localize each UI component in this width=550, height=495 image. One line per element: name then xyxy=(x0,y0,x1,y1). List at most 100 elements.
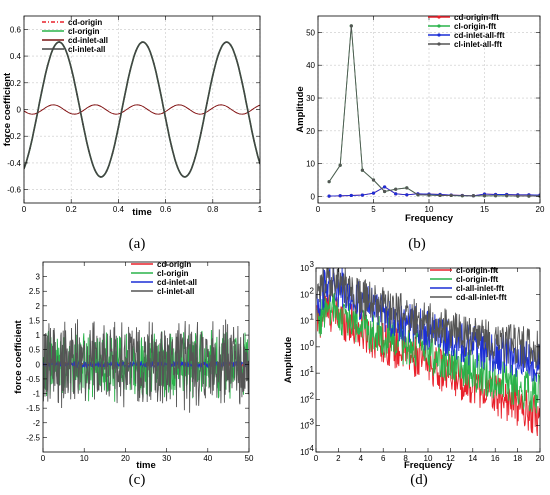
y-tick-label: 50 xyxy=(306,28,315,37)
data-point xyxy=(394,187,398,191)
y-axis-label: Amplitude xyxy=(295,86,306,132)
y-tick-label: 10 xyxy=(306,160,315,169)
data-point xyxy=(349,193,353,198)
x-tick-label: 15 xyxy=(480,205,489,214)
y-tick-exponent: 1 xyxy=(310,313,315,322)
y-tick-label: 0 xyxy=(17,106,22,115)
legend-label: cd-all-inlet-fft xyxy=(456,293,507,302)
x-axis-label: Frequency xyxy=(404,460,453,471)
y-tick-label: -1 xyxy=(33,390,41,399)
series-line-cd-inlet-all xyxy=(24,104,260,115)
data-point xyxy=(164,117,167,120)
x-tick-label: 20 xyxy=(536,205,545,214)
series-line-cl-origin-fft xyxy=(316,292,540,414)
data-point xyxy=(46,64,49,67)
data-point xyxy=(438,193,442,198)
data-point xyxy=(427,193,431,197)
data-point xyxy=(527,194,531,198)
data-point xyxy=(93,168,96,171)
data-point xyxy=(371,191,376,195)
data-point xyxy=(494,194,498,198)
y-axis-label: Amplitude xyxy=(283,337,294,383)
legend-marker xyxy=(437,15,441,19)
data-point xyxy=(141,41,143,44)
data-point xyxy=(471,194,475,198)
y-tick-label: 0 xyxy=(36,360,41,369)
y-tick-label: 10 xyxy=(300,422,309,431)
x-tick-label: 6 xyxy=(381,454,386,463)
data-point xyxy=(460,194,464,198)
y-tick-label: 3 xyxy=(36,273,41,282)
x-tick-label: 0 xyxy=(316,205,321,214)
x-axis-label: Frequency xyxy=(405,213,454,224)
x-tick-label: 0.2 xyxy=(66,205,78,214)
data-point xyxy=(176,165,179,168)
data-point xyxy=(88,150,90,152)
data-point xyxy=(383,185,387,189)
y-axis-label: force coefficient xyxy=(13,319,24,393)
y-tick-label: 0.6 xyxy=(10,25,22,34)
series-group xyxy=(316,268,540,437)
data-point xyxy=(505,194,509,198)
y-tick-label: 40 xyxy=(306,61,315,70)
legend-label: cl-origin xyxy=(157,269,189,278)
series-line-cd-inlet-all-fft xyxy=(329,186,540,197)
y-tick-label: -0.2 xyxy=(7,132,21,141)
x-tick-label: 0 xyxy=(314,454,319,463)
data-point xyxy=(58,41,61,43)
data-point xyxy=(152,62,155,65)
data-point xyxy=(105,170,108,172)
y-tick-label: -2 xyxy=(33,419,41,428)
panel-c: 0 10 20 30 40 50 -2.5 -2 -1.5 -1 -0.5 0 0.5 1 1.5 2 2.5 3… xyxy=(13,260,254,488)
legend-label: cd-origin-fft xyxy=(454,13,499,22)
y-tick-label: 10 xyxy=(300,369,309,378)
panel-caption: (c) xyxy=(129,472,146,488)
x-axis-label: time xyxy=(136,460,156,471)
data-point xyxy=(29,147,31,150)
series-group xyxy=(327,24,540,198)
data-point xyxy=(99,176,102,178)
panel-b: 0 5 10 15 20 0 10 20 30 40 50 Frequency Amplitude cd-… xyxy=(295,13,545,252)
y-tick-label: 10 xyxy=(300,343,309,352)
x-tick-label: 14 xyxy=(468,454,477,463)
data-point xyxy=(135,49,138,52)
data-point xyxy=(117,126,120,129)
x-tick-label: 2 xyxy=(336,454,341,463)
x-tick-label: 0.4 xyxy=(113,205,125,214)
y-tick-label: 10 xyxy=(300,448,309,457)
legend-label: cl-origin-fft xyxy=(456,275,499,284)
x-tick-label: 8 xyxy=(403,454,408,463)
y-tick-label: 10 xyxy=(300,317,309,326)
data-point xyxy=(405,186,409,190)
data-point xyxy=(82,123,84,126)
data-point xyxy=(482,194,487,198)
data-point xyxy=(371,178,376,182)
data-point xyxy=(123,96,126,99)
x-tick-label: 0.8 xyxy=(207,205,219,214)
data-point xyxy=(182,175,185,178)
y-tick-exponent: 2 xyxy=(310,286,315,295)
y-tick-label: 0.5 xyxy=(29,346,41,355)
y-tick-label: -0.6 xyxy=(7,186,21,195)
data-point xyxy=(449,193,453,198)
panel-caption: (b) xyxy=(408,236,426,252)
series-line-cl-inlet-all-fft xyxy=(328,25,540,197)
data-point xyxy=(147,45,149,48)
x-tick-label: 5 xyxy=(371,205,376,214)
y-tick-label: 10 xyxy=(300,395,309,404)
data-point xyxy=(416,193,420,197)
legend-label: cl-all-inlet-fft xyxy=(456,284,504,293)
data-point xyxy=(338,194,342,198)
data-point xyxy=(383,189,387,194)
y-tick-label: 1.5 xyxy=(29,316,41,325)
data-point xyxy=(253,140,256,142)
legend-label: cd-inlet-all-fft xyxy=(454,31,505,40)
y-tick-exponent: -2 xyxy=(307,391,315,400)
data-point xyxy=(76,93,78,96)
y-tick-exponent: -3 xyxy=(307,418,315,427)
y-tick-label: 1 xyxy=(36,331,41,340)
data-point xyxy=(247,111,250,114)
data-point xyxy=(200,131,202,134)
